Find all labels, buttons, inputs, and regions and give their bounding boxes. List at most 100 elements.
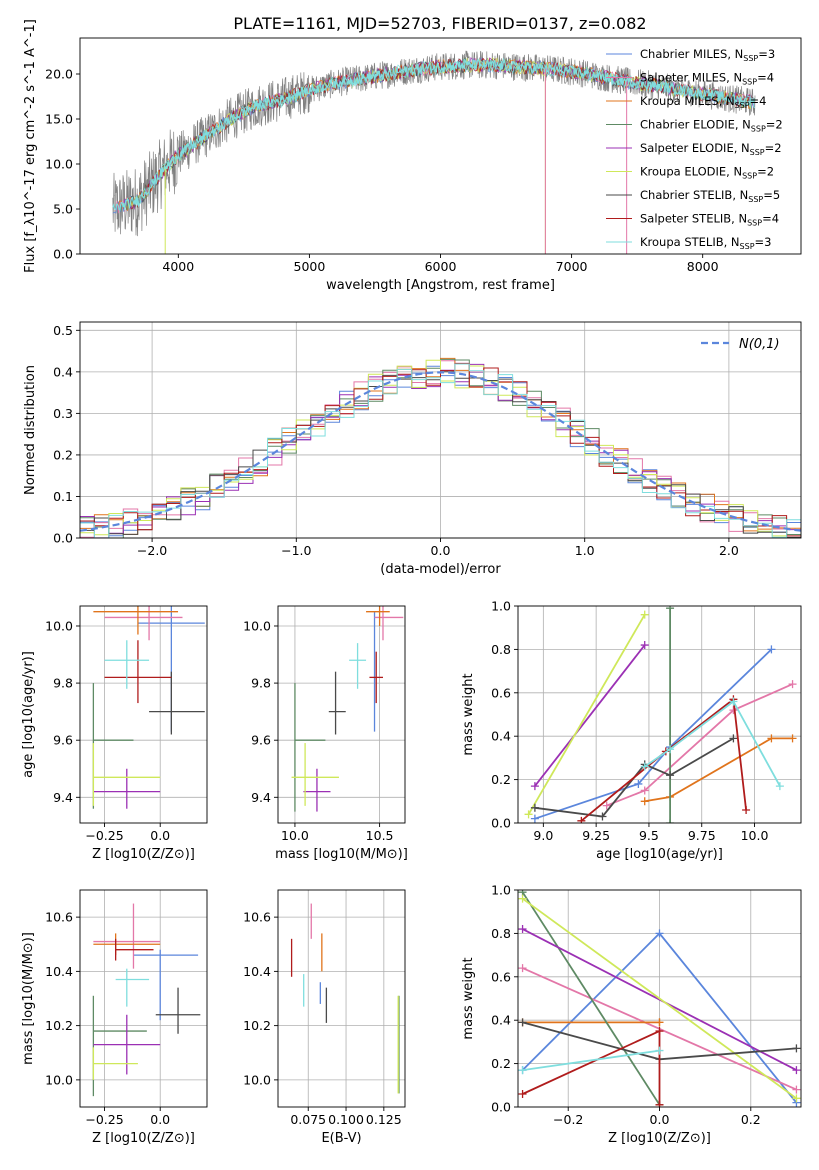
weight-marker: [640, 797, 649, 806]
legend-count: =2: [765, 141, 782, 155]
y-tick-label: 9.6: [251, 733, 271, 748]
weight-marker: [524, 810, 533, 819]
weight-marker: [729, 734, 738, 743]
x-tick-label: 0.0: [150, 828, 170, 843]
panel-mass-weight-vs-metallicity: −0.2 0.0 0.2 0.0 0.2 0.4 0.6 0.8 1.0 Z [log10(Z/Z…: [461, 883, 802, 1146]
y-tick-label: 0.6: [491, 685, 511, 700]
weight-marker: [640, 786, 649, 795]
y-tick-label: 0.4: [53, 364, 73, 379]
legend-subscript: SSP: [748, 195, 763, 204]
x-axis-label: wavelength [Angstrom, rest frame]: [326, 278, 555, 293]
x-tick-label: 9.5: [639, 828, 659, 843]
weight-marker: [640, 610, 649, 619]
x-tick-label: 9.25: [582, 828, 610, 843]
plot-area: [92, 903, 201, 1097]
panel-spectrum: 4000 5000 6000 7000 8000 0.0 5.0 10.0 15.0 20.0 wa…: [23, 19, 802, 293]
y-tick-label: 10.4: [45, 964, 73, 979]
legend-subscript: SSP: [740, 242, 755, 251]
panel-age-vs-metallicity: −0.25 0.0 9.4 9.6 9.8 10.0 Z [log10(Z/Z⊙)] age …: [21, 605, 208, 862]
y-axis-label: Flux [f_λ10^-17 erg cm^-2 s^-1 A^-1]: [23, 19, 38, 273]
panel-mass-vs-ebv: 0.075 0.100 0.125 10.0 10.2 10.4 10.6 E(B-V): [243, 889, 406, 1146]
y-tick-label: 10.0: [243, 618, 271, 633]
weight-line: [527, 614, 646, 815]
y-tick-label: 0.2: [53, 447, 73, 462]
legend-count: =2: [757, 165, 774, 179]
legend-entry: Chabrier MILES, NSSP=3: [640, 47, 775, 63]
weight-marker: [788, 680, 797, 689]
legend-subscript: SSP: [735, 101, 750, 110]
legend-subscript: SSP: [750, 148, 765, 157]
y-tick-label: 1.0: [491, 883, 511, 898]
y-tick-label: 0.2: [491, 1056, 511, 1071]
y-tick-label: 0.0: [491, 816, 511, 831]
panel-age-vs-mass: 10.0 10.5 9.4 9.6 9.8 10.0 mass [log10(M/M⊙)]: [243, 605, 408, 862]
y-tick-label: 10.0: [243, 1072, 271, 1087]
y-tick-label: 1.0: [491, 599, 511, 614]
legend-entry: Salpeter MILES, NSSP=4: [640, 71, 774, 87]
x-tick-label: 2.0: [719, 543, 739, 558]
x-axis-label: Z [log10(Z/Z⊙)]: [608, 1131, 711, 1146]
x-tick-label: −0.2: [553, 1112, 583, 1127]
weight-marker: [518, 894, 527, 903]
weight-marker: [640, 762, 649, 771]
y-tick-label: 10.0: [45, 1072, 73, 1087]
weight-line: [534, 648, 773, 820]
x-tick-label: 10.0: [741, 828, 769, 843]
axes-frame: [277, 889, 406, 1108]
panel-mass-weight-vs-age: 9.0 9.25 9.5 9.75 10.0 0.0 0.2 0.4 0.6 0.8 1.0 age …: [461, 599, 802, 862]
x-tick-label: 0.0: [431, 543, 451, 558]
y-tick-label: 10.6: [243, 910, 271, 925]
axes-frame: [277, 605, 406, 824]
legend-subscript: SSP: [747, 219, 762, 228]
y-tick-label: 10.2: [243, 1018, 271, 1033]
x-tick-label: 1.0: [575, 543, 595, 558]
x-tick-label: 7000: [556, 259, 588, 274]
weight-marker: [598, 812, 607, 821]
x-tick-label: −0.25: [85, 828, 123, 843]
y-tick-label: 5.0: [53, 202, 73, 217]
weight-marker: [655, 1100, 664, 1107]
y-tick-label: 20.0: [45, 67, 73, 82]
y-tick-label: 0.0: [53, 247, 73, 262]
legend-entry: Kroupa STELIB, NSSP=3: [640, 235, 771, 251]
x-tick-label: 0.0: [150, 1112, 170, 1127]
weight-line: [606, 683, 793, 807]
weight-line: [644, 700, 781, 787]
weight-marker: [655, 1027, 664, 1036]
x-tick-label: −1.0: [281, 543, 311, 558]
axes-frame: [517, 605, 802, 824]
weight-marker: [666, 606, 675, 613]
plot-area: [92, 606, 205, 809]
weight-marker: [577, 816, 586, 823]
legend-entry: Chabrier ELODIE, NSSP=2: [640, 118, 783, 134]
weight-marker: [666, 819, 675, 823]
x-tick-label: 10.5: [366, 828, 394, 843]
plot-area: [112, 50, 756, 254]
y-tick-label: 10.4: [243, 964, 271, 979]
legend-count: =3: [758, 47, 775, 61]
weight-marker: [518, 1018, 527, 1027]
y-tick-label: 9.8: [53, 676, 73, 691]
legend-count: =3: [755, 235, 772, 249]
y-tick-label: 9.4: [251, 790, 271, 805]
weight-marker: [792, 1094, 801, 1103]
x-tick-label: 6000: [425, 259, 457, 274]
weight-marker: [530, 782, 539, 791]
x-tick-label: 0.2: [741, 1112, 761, 1127]
weight-marker: [655, 1018, 664, 1027]
y-tick-label: 10.6: [45, 910, 73, 925]
y-tick-label: 0.4: [491, 1013, 511, 1028]
x-axis-label: age [log10(age/yr)]: [596, 847, 723, 862]
weight-marker: [530, 803, 539, 812]
x-tick-label: 9.0: [533, 828, 553, 843]
legend-count: =4: [757, 71, 774, 85]
legend-subscript: SSP: [751, 125, 766, 134]
y-tick-label: 9.8: [251, 676, 271, 691]
x-tick-label: 0.0: [650, 1112, 670, 1127]
panel-residuals: −2.0 −1.0 0.0 1.0 2.0 0.0 0.1 0.2 0.3 0.4 0.5 (data…: [23, 321, 802, 577]
y-tick-label: 0.4: [491, 729, 511, 744]
y-axis-label: mass weight: [461, 673, 476, 755]
weight-marker: [655, 929, 664, 938]
y-tick-label: 10.2: [45, 1018, 73, 1033]
